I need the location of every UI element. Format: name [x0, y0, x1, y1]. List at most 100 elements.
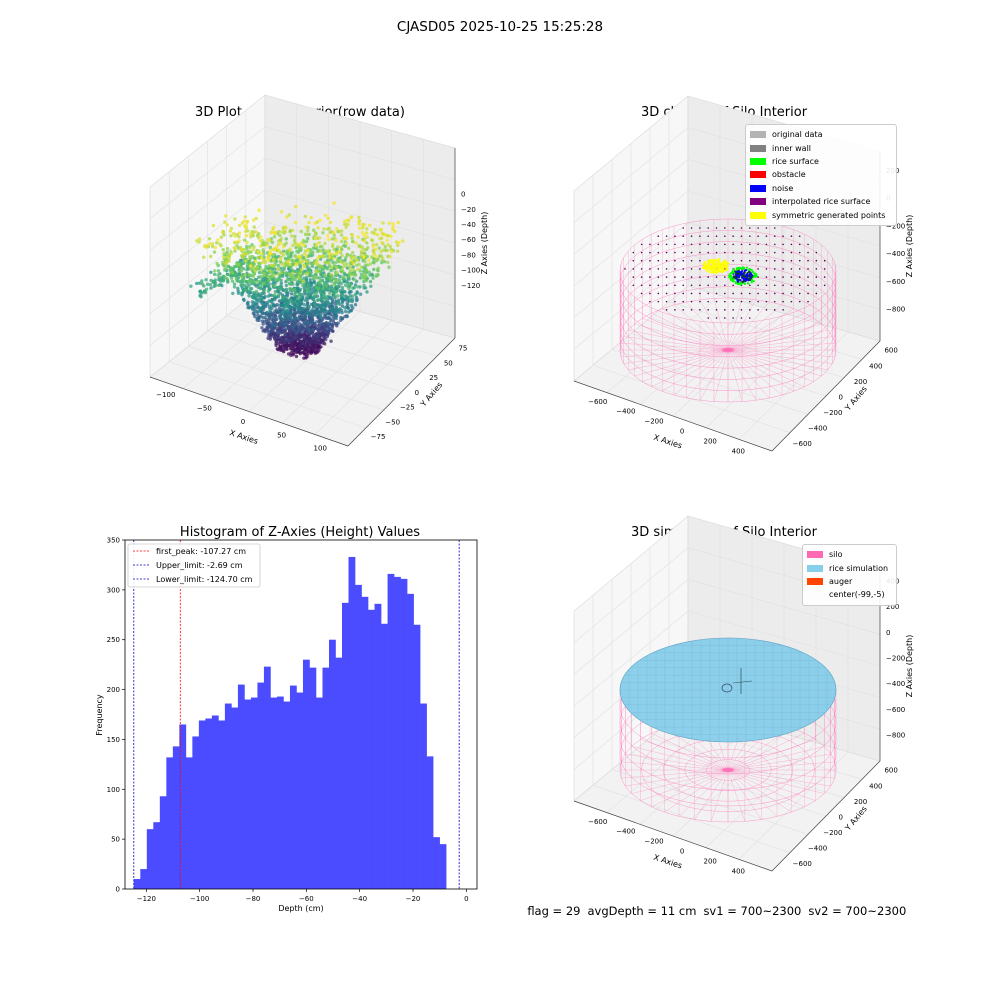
interpolated-point [657, 259, 660, 262]
data-point [205, 282, 210, 286]
interpolated-point [707, 243, 709, 246]
y-tick-label: 600 [884, 347, 897, 355]
legend-upper-limit: Upper_limit: -2.69 cm [156, 561, 243, 570]
interpolated-point [632, 259, 635, 262]
data-point [367, 270, 371, 274]
data-point [364, 268, 369, 272]
data-point [313, 302, 317, 307]
data-point [328, 307, 333, 311]
interpolated-point [665, 235, 668, 237]
rice-surface-point [741, 274, 744, 277]
interpolated-point [640, 284, 643, 287]
data-point [289, 311, 293, 315]
silo-floor-spoke [727, 301, 770, 351]
data-point [307, 305, 311, 309]
interpolated-point [682, 309, 685, 311]
data-point [236, 286, 240, 290]
data-point [356, 267, 360, 271]
y-tick-label: 200 [854, 378, 867, 386]
data-point [321, 254, 326, 258]
data-point [268, 299, 272, 303]
data-point [315, 294, 320, 298]
y-tick-label: 400 [869, 782, 882, 790]
data-point [365, 231, 369, 235]
data-point [269, 328, 273, 332]
data-point [355, 258, 359, 262]
data-point [340, 300, 345, 305]
symmetric-point [712, 262, 715, 265]
data-point [292, 275, 297, 279]
data-point [277, 303, 281, 307]
data-point [297, 337, 301, 341]
histogram-bar [335, 657, 343, 889]
data-point [282, 317, 287, 321]
data-point [256, 249, 260, 254]
data-point [330, 275, 334, 280]
data-point [212, 272, 217, 277]
data-point [285, 278, 290, 282]
interpolated-point [724, 276, 726, 278]
data-point [300, 292, 304, 297]
data-point [343, 306, 347, 310]
data-point [301, 279, 305, 284]
x-tick-label: −400 [616, 408, 635, 416]
data-point [216, 269, 221, 273]
data-point [307, 342, 311, 347]
x-tick-label: −40 [352, 895, 367, 903]
silo-floor-spoke [727, 769, 792, 813]
histogram-title: Histogram of Z-Axies (Height) Values [180, 525, 420, 540]
interpolated-point [807, 276, 809, 278]
data-point [349, 215, 353, 220]
data-point [362, 279, 366, 284]
data-point [348, 297, 353, 302]
interpolated-point [640, 259, 643, 262]
y-axis-line [771, 340, 881, 452]
data-point [331, 300, 335, 304]
data-point [280, 311, 284, 316]
data-point [258, 306, 262, 311]
data-point [319, 308, 324, 312]
interpolated-point [732, 259, 734, 262]
interpolated-point [699, 235, 701, 237]
data-point [273, 267, 277, 271]
rice-surface-point [750, 280, 754, 283]
data-point [334, 316, 339, 321]
data-point [362, 277, 366, 281]
interpolated-point [773, 300, 776, 303]
interpolated-point [790, 268, 793, 270]
data-point [338, 280, 342, 285]
silo-floor-spoke [631, 769, 729, 794]
interpolated-point [699, 300, 701, 303]
interpolated-point [632, 251, 635, 254]
data-point [247, 284, 251, 288]
data-point [347, 310, 351, 314]
data-point [299, 229, 303, 234]
data-point [305, 249, 309, 253]
data-point [279, 319, 283, 323]
silo-floor-spoke [686, 349, 729, 399]
data-point [295, 282, 299, 287]
x-tick-label: 0 [680, 848, 684, 856]
data-point [323, 313, 327, 318]
interpolated-point [740, 300, 743, 303]
data-point [358, 226, 362, 230]
rice-surface-point [740, 270, 744, 273]
data-point [291, 306, 295, 310]
interpolated-point [740, 309, 743, 311]
data-point [265, 325, 269, 329]
data-point [259, 256, 263, 260]
interpolated-point [715, 300, 718, 303]
histogram-bar [329, 639, 336, 889]
histogram-bar [420, 703, 427, 889]
data-point [332, 313, 337, 317]
rice-surface-point [738, 267, 741, 270]
data-point [283, 341, 287, 345]
data-point [305, 232, 309, 236]
data-point [276, 272, 280, 276]
data-point [360, 265, 364, 269]
data-point [245, 240, 249, 245]
data-point [290, 228, 295, 233]
data-point [254, 230, 258, 234]
interpolated-point [773, 309, 776, 311]
data-point [341, 275, 345, 279]
